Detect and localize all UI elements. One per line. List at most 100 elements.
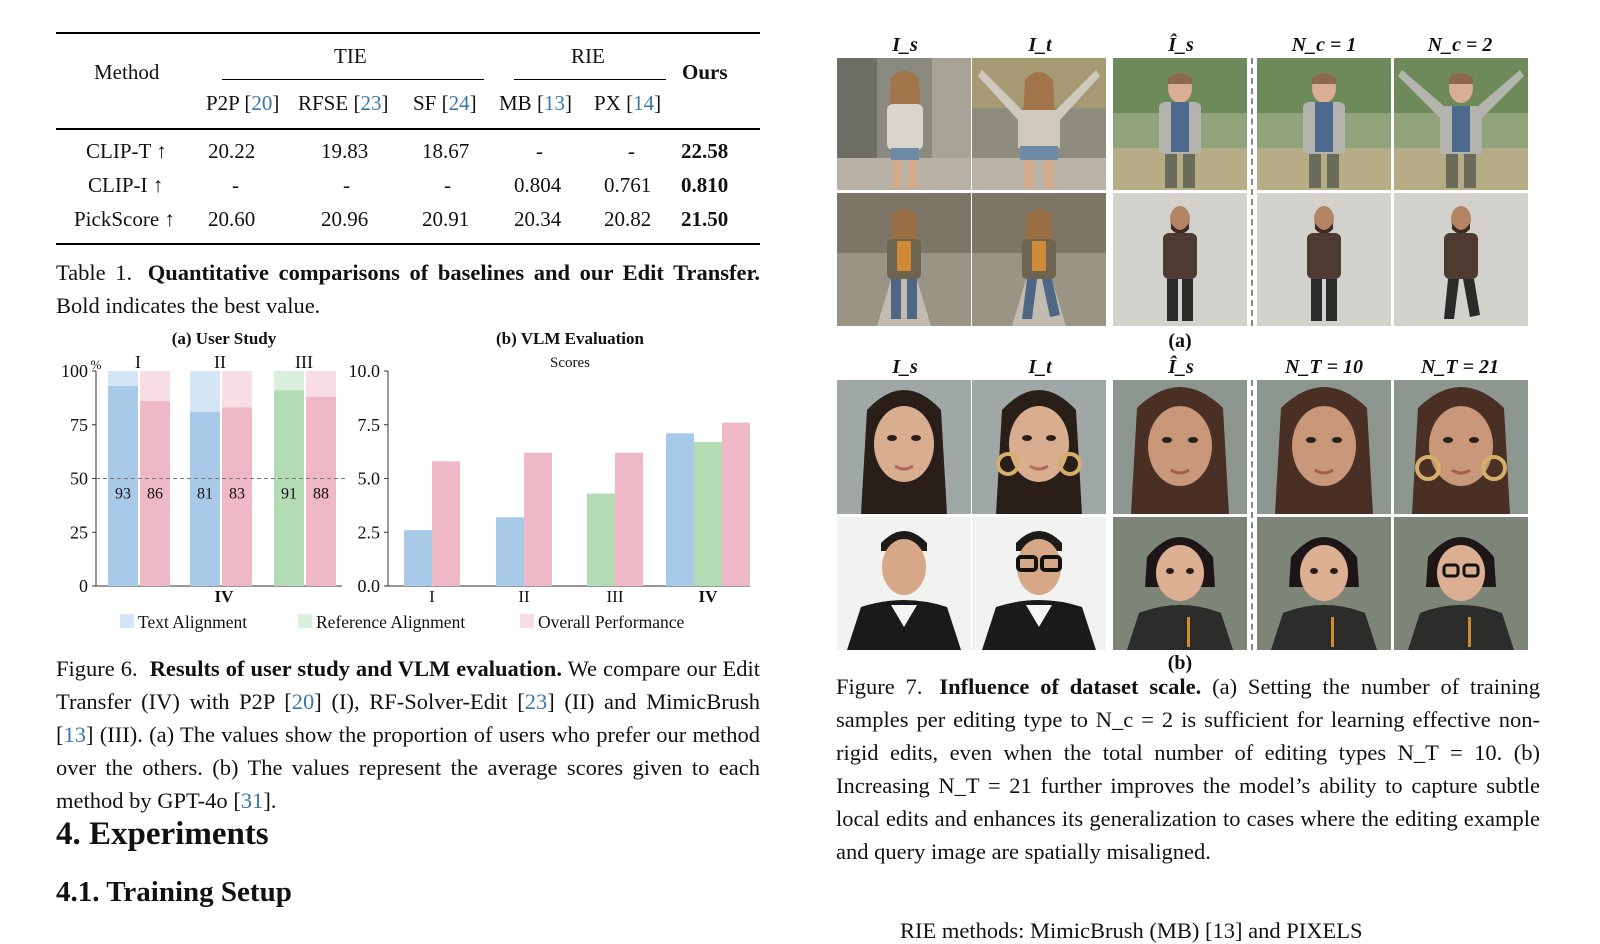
legend-swatch <box>520 614 534 628</box>
chart-title: (b) VLM Evaluation <box>496 330 645 348</box>
legend-label: Overall Performance <box>538 612 684 632</box>
legend-swatch <box>298 614 312 628</box>
header-is: I_s <box>892 34 918 56</box>
photo-portrait-nt21-earrings <box>1394 380 1528 514</box>
subheader-mb: MB [13] <box>499 91 572 115</box>
photo-woman-arms-raised <box>972 58 1106 190</box>
subheader-p2p: P2P [20] <box>206 91 280 115</box>
table-bottom-rule <box>56 243 760 245</box>
photo-man-portrait <box>837 517 971 650</box>
group-label: I <box>135 352 141 372</box>
subheader-px: PX [14] <box>594 91 662 115</box>
header-is-hat-b: Î_s <box>1168 356 1194 378</box>
section-heading-experiments: 4. Experiments <box>56 816 269 852</box>
bar-value-label: 91 <box>281 486 297 503</box>
ours-header: Ours <box>682 60 728 84</box>
bar <box>496 517 524 586</box>
photo-cartoon-girl <box>1113 517 1247 650</box>
header-it-b: I_t <box>1028 356 1052 378</box>
bar <box>108 386 138 586</box>
photo-woman-street <box>837 58 971 190</box>
bar <box>694 441 722 586</box>
divider-a <box>1251 58 1253 326</box>
y-tick-label: 75 <box>70 415 88 435</box>
y-tick-label: 50 <box>70 469 88 489</box>
photo-bearded-man-walking <box>1394 193 1528 326</box>
figure6-caption: Figure 6. Results of user study and VLM … <box>56 656 761 813</box>
photo-woman-road <box>837 193 971 326</box>
header-nt21: N_T = 21 <box>1420 356 1500 378</box>
citation-link[interactable]: 23 <box>360 91 382 115</box>
cell: 20.96 <box>321 207 369 231</box>
bar <box>432 461 460 586</box>
method-header: Method <box>94 60 160 84</box>
cell: - <box>628 139 635 163</box>
tie-rule <box>222 79 484 80</box>
divider-b <box>1251 380 1253 650</box>
cell: 0.761 <box>604 173 652 197</box>
x-tick-label: II <box>518 587 530 606</box>
cut-off-text-line: RIE methods: MimicBrush (MB) [13] and PI… <box>900 918 1363 943</box>
unit-label: % <box>91 357 102 372</box>
x-tick-label: IV <box>699 587 719 606</box>
bar <box>666 433 694 586</box>
subfig-label-b: (b) <box>1167 652 1193 674</box>
cell: 0.804 <box>514 173 562 197</box>
bottom-label: IV <box>215 587 235 606</box>
header-nc1: N_c = 1 <box>1291 34 1357 56</box>
photo-cartoon-nt10 <box>1257 517 1391 650</box>
bar-value-label: 88 <box>313 486 329 503</box>
y-tick-label: 5.0 <box>358 469 381 489</box>
citation-link[interactable]: 13 <box>63 722 87 747</box>
photo-man-arms-raised <box>1394 58 1528 190</box>
bar-value-label: 86 <box>147 486 163 503</box>
group-label: II <box>214 352 226 372</box>
rie-rule <box>514 79 666 80</box>
citation-link[interactable]: 24 <box>448 91 470 115</box>
bar <box>306 396 336 586</box>
cell: 19.83 <box>321 139 369 163</box>
y-tick-label: 25 <box>70 522 88 542</box>
cell: 18.67 <box>422 139 470 163</box>
bar <box>222 407 252 586</box>
vlm-evaluation-chart: (b) VLM Evaluation Scores 0.0 2.5 5.0 7.5 10.0… <box>349 330 750 606</box>
y-axis-title: Scores <box>550 355 590 371</box>
photo-man-glasses <box>972 517 1106 650</box>
photo-man-park <box>1113 58 1247 190</box>
citation-link[interactable]: 20 <box>291 689 315 714</box>
cell: 20.22 <box>208 139 256 163</box>
bar-value-label: 93 <box>115 486 131 503</box>
citation-link[interactable]: 23 <box>524 689 548 714</box>
legend-label: Text Alignment <box>138 612 247 632</box>
header-it: I_t <box>1028 34 1052 56</box>
citation-link[interactable]: 13 <box>543 91 565 115</box>
bar <box>140 401 170 586</box>
y-tick-label: 7.5 <box>358 415 381 435</box>
photo-bearded-man-nc1 <box>1257 193 1391 326</box>
bar <box>524 452 552 586</box>
x-tick-label: I <box>429 587 435 606</box>
row-metric: CLIP-T ↑ <box>86 139 167 163</box>
subfig-label-a: (a) <box>1168 330 1192 352</box>
bar <box>722 422 750 586</box>
y-tick-label: 100 <box>61 361 88 381</box>
y-tick-label: 0 <box>79 576 88 596</box>
y-tick-label: 10.0 <box>349 361 381 381</box>
section-heading-training-setup: 4.1. Training Setup <box>56 876 292 908</box>
citation-link[interactable]: 31 <box>240 788 264 813</box>
user-study-chart: (a) User Study 0 25 50 75 100% I 93 86 II 81 83 III 9… <box>61 330 348 606</box>
group-rie: RIE <box>571 44 605 68</box>
legend-label: Reference Alignment <box>316 612 465 632</box>
cell: 20.60 <box>208 207 256 231</box>
header-is-hat: Î_s <box>1168 34 1194 56</box>
citation-link[interactable]: 20 <box>251 91 273 115</box>
photo-portrait-nt10 <box>1257 380 1391 514</box>
citation-link[interactable]: 14 <box>633 91 655 115</box>
photo-man-nc1 <box>1257 58 1391 190</box>
subheader-rfse: RFSE [23] <box>298 91 389 115</box>
group-label: III <box>295 352 313 372</box>
cell: 20.82 <box>604 207 652 231</box>
photo-bearded-man <box>1113 193 1247 326</box>
photo-portrait-woman-earrings <box>972 380 1106 514</box>
bar-value-label: 83 <box>229 486 245 503</box>
